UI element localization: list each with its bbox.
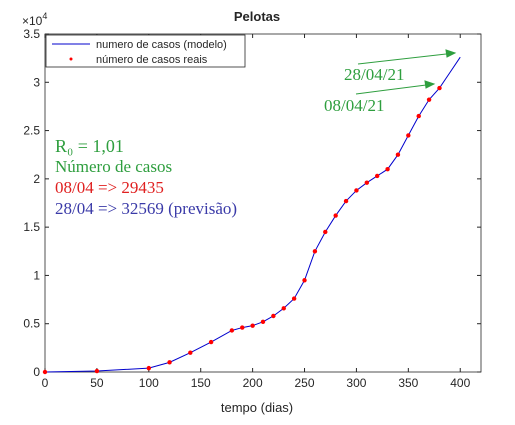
annotation: R₀ = 1,01: [55, 136, 124, 156]
data-point: [343, 198, 349, 204]
data-point: [406, 133, 411, 138]
data-point: [188, 350, 193, 355]
arrowhead: [445, 49, 457, 58]
data-point: [364, 180, 370, 185]
data-point: [94, 368, 100, 374]
arrow: [355, 83, 435, 95]
data-point: [395, 152, 401, 157]
legend-dot: [69, 57, 73, 61]
x-tick-label: 350: [398, 376, 418, 390]
arrows: [355, 49, 457, 95]
data-point: [146, 365, 152, 371]
legend: numero de casos (modelo) número de casos…: [45, 34, 246, 68]
x-axis-label: tempo (dias): [221, 400, 293, 415]
exponent-power: 4: [42, 11, 47, 21]
data-point: [167, 360, 172, 365]
data-point: [385, 167, 390, 172]
legend-label: numero de casos (modelo): [96, 39, 227, 51]
data-point: [426, 97, 432, 102]
annotation: 08/04 => 29435: [55, 178, 164, 197]
legend-label: número de casos reais: [96, 54, 208, 66]
y-tick-label: 1: [33, 268, 40, 282]
x-tick-label: 400: [450, 376, 470, 390]
arrow: [357, 52, 456, 65]
data-point: [271, 313, 276, 319]
data-point: [302, 278, 307, 283]
data-point: [354, 188, 359, 193]
annotation: 28/04/21: [344, 65, 404, 84]
exponent-base: ×10: [22, 14, 43, 28]
data-point: [281, 306, 286, 311]
y-tick-label: 0.5: [23, 317, 40, 331]
data-point: [333, 213, 338, 218]
data-point: [260, 319, 266, 324]
data-point: [323, 229, 328, 235]
data-point: [374, 173, 380, 179]
x-tick-label: 200: [243, 376, 263, 390]
data-point: [437, 85, 442, 91]
plot-area: 0 50 100 150 200 250 300 350 400 0 0.5 1 1.5 2 2.5 3 3.5: [23, 27, 481, 390]
y-tick-label: 2: [33, 172, 40, 186]
data-point: [42, 369, 48, 375]
annotation: 28/04 => 32569 (previsão): [55, 199, 237, 218]
annotation: 08/04/21: [324, 96, 384, 115]
data-point: [229, 328, 235, 333]
x-tick-label: 150: [191, 376, 211, 390]
y-tick-label: 2.5: [23, 124, 40, 138]
y-tick-label: 0: [33, 365, 40, 379]
data-point: [250, 323, 255, 328]
data-point: [416, 113, 421, 119]
x-tick-label: 300: [346, 376, 366, 390]
x-tick-label: 100: [139, 376, 159, 390]
data-point: [208, 339, 214, 345]
annotation: Número de casos: [55, 157, 172, 176]
x-tick-label: 0: [42, 376, 49, 390]
y-tick-label: 1.5: [23, 220, 40, 234]
legend-box: [45, 34, 246, 68]
y-tick-label: 3.5: [23, 27, 40, 41]
data-point: [240, 325, 245, 330]
arrowhead: [424, 80, 436, 89]
axes-box: [44, 33, 482, 373]
data-point: [291, 296, 297, 301]
x-tick-label: 250: [295, 376, 315, 390]
chart-title: Pelotas: [234, 9, 280, 24]
data-point: [312, 249, 318, 254]
y-exponent: ×104: [22, 11, 47, 28]
x-tick-label: 50: [90, 376, 104, 390]
y-tick-label: 3: [33, 75, 40, 89]
